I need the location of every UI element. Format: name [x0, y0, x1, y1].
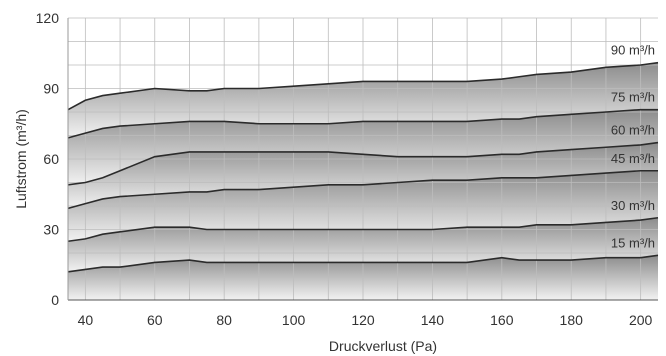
y-tick-labels: 0 30 60 90 120	[36, 10, 60, 308]
series-label-4: 60 m³/h	[611, 123, 655, 138]
axes	[67, 18, 658, 301]
series-lines	[67, 61, 659, 273]
y-tick-label: 30	[43, 222, 59, 238]
x-tick-label: 80	[216, 312, 232, 328]
x-tick-label: 160	[490, 312, 514, 328]
series-line-6	[67, 61, 659, 111]
x-tick-label: 60	[147, 312, 163, 328]
x-axis-label: Druckverlust (Pa)	[329, 338, 437, 354]
x-tick-label: 120	[351, 312, 375, 328]
grid	[68, 17, 658, 300]
y-tick-label: 0	[51, 292, 59, 308]
x-tick-label: 200	[629, 312, 653, 328]
series-line-4	[67, 141, 659, 186]
y-tick-label: 90	[43, 81, 59, 97]
y-tick-label: 120	[36, 10, 60, 26]
series-labels: 15 m³/h 30 m³/h 45 m³/h 60 m³/h 75 m³/h 90 m³…	[611, 43, 655, 251]
series-line-1	[67, 254, 659, 273]
y-axis-label: Luftstrom (m³/h)	[13, 109, 29, 209]
series-line-5	[67, 108, 658, 139]
x-tick-label: 140	[421, 312, 445, 328]
series-label-6: 90 m³/h	[611, 43, 655, 58]
series-label-5: 75 m³/h	[611, 90, 655, 105]
series-label-3: 45 m³/h	[611, 151, 655, 166]
x-tick-label: 180	[560, 312, 584, 328]
x-tick-label: 40	[78, 312, 94, 328]
x-tick-labels: 40 60 80 100 120 140 160 180 200	[78, 312, 653, 328]
series-label-1: 15 m³/h	[611, 235, 655, 250]
series-line-3	[67, 169, 658, 210]
series-line-2	[67, 216, 659, 243]
x-tick-label: 100	[282, 312, 306, 328]
y-tick-label: 60	[43, 151, 59, 167]
series-label-2: 30 m³/h	[611, 198, 655, 213]
